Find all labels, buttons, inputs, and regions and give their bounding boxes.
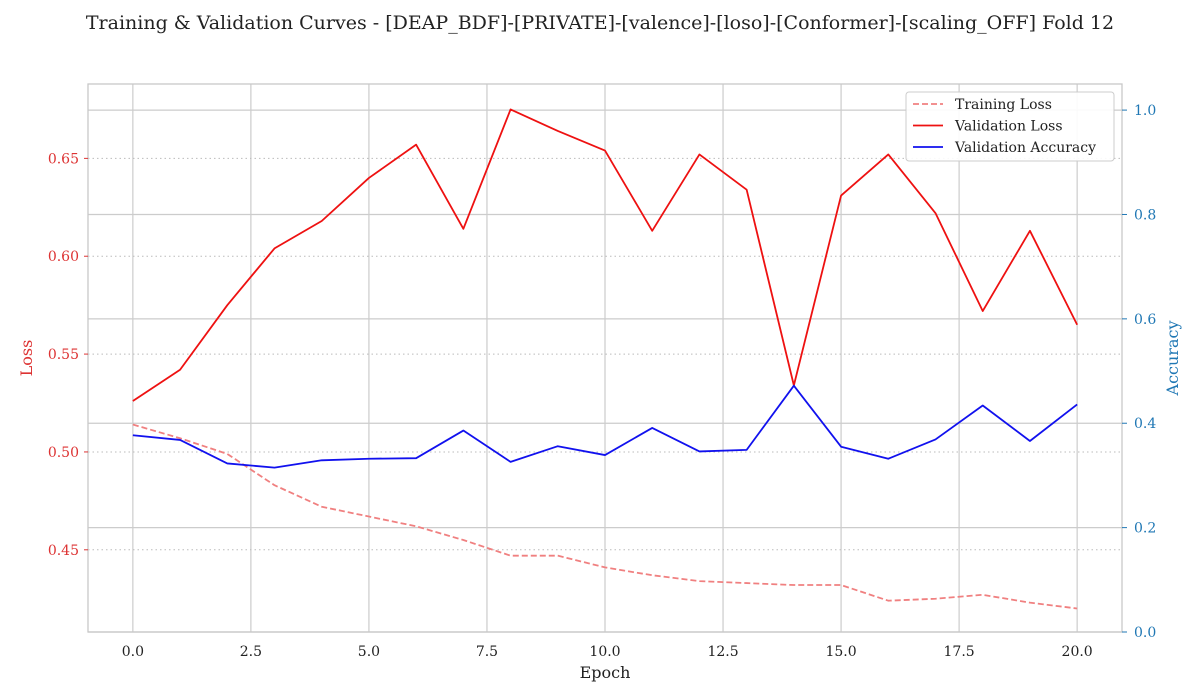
- x-tick-label: 10.0: [589, 644, 620, 660]
- right-y-tick-label: 0.2: [1134, 521, 1156, 537]
- right-y-tick-label: 0.4: [1134, 416, 1156, 432]
- right-y-axis-label: Accuracy: [1163, 321, 1182, 397]
- left-y-tick-label: 0.60: [48, 249, 79, 265]
- chart-title: Training & Validation Curves - [DEAP_BDF…: [86, 12, 1114, 34]
- x-tick-label: 20.0: [1062, 644, 1093, 660]
- right-y-tick-label: 0.6: [1134, 312, 1156, 328]
- left-y-tick-label: 0.55: [48, 347, 79, 363]
- legend-box: [905, 91, 1115, 162]
- grid-layer: [88, 84, 1122, 633]
- right-y-tick-label: 0.8: [1134, 207, 1156, 223]
- x-tick-label: 15.0: [825, 644, 856, 660]
- validation-loss-line: [132, 108, 1078, 402]
- x-tick-label: 7.5: [476, 644, 498, 660]
- legend-label: Validation Loss: [954, 119, 1063, 135]
- right-y-tick-label: 0.0: [1134, 625, 1156, 641]
- legend-label: Validation Accuracy: [954, 140, 1096, 156]
- legend-items: Training Loss Validation Loss Validation A…: [913, 97, 1096, 156]
- x-tick-label: 12.5: [707, 644, 738, 660]
- x-tick-label: 2.5: [240, 644, 262, 660]
- legend: Training Loss Validation Loss Validation A…: [905, 91, 1115, 162]
- x-tick-label: 17.5: [944, 644, 975, 660]
- left-y-tick-label: 0.65: [48, 151, 79, 167]
- x-tick-label: 0.0: [122, 644, 144, 660]
- training-loss-line: [132, 423, 1078, 610]
- right-y-tick-label: 1.0: [1134, 103, 1156, 119]
- x-axis-ticks: 0.0 2.5 5.0 7.5 10.0 12.5 15.0 17.5 20.0: [122, 644, 1093, 660]
- left-y-tick-label: 0.45: [48, 543, 79, 559]
- x-tick-label: 5.0: [358, 644, 380, 660]
- validation-accuracy-line: [132, 384, 1078, 469]
- left-y-tick-label: 0.50: [48, 445, 79, 461]
- plot-frame: [87, 83, 1123, 633]
- right-y-axis-ticks: 0.0 0.2 0.4 0.6 0.8 1.0: [1122, 103, 1156, 641]
- left-y-axis-label: Loss: [17, 340, 36, 377]
- legend-label: Training Loss: [955, 97, 1052, 113]
- left-y-axis-ticks: 0.45 0.50 0.55 0.60 0.65: [48, 151, 88, 559]
- x-axis-label: Epoch: [580, 663, 631, 682]
- series-layer: [132, 108, 1078, 610]
